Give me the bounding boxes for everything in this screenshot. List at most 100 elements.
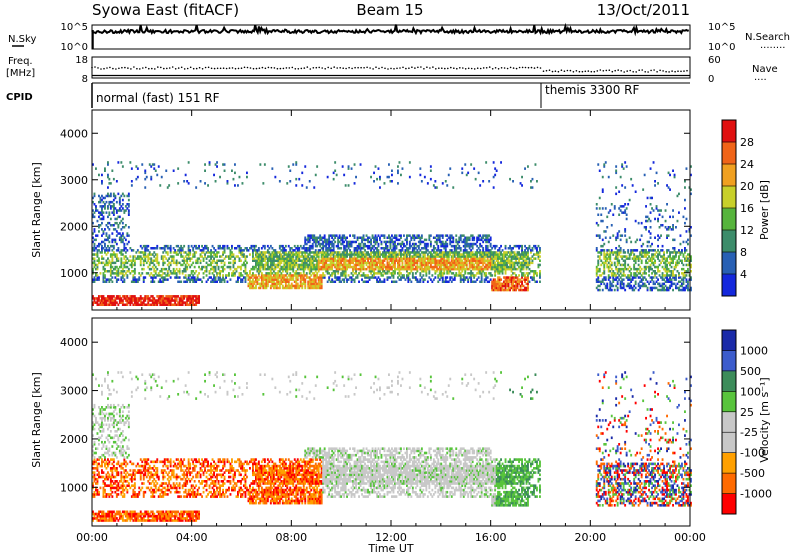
power-cell xyxy=(112,207,115,210)
power-cell xyxy=(374,259,377,262)
power-cell xyxy=(204,244,206,248)
power-cell xyxy=(352,270,354,273)
power-cell xyxy=(531,186,534,189)
power-cell xyxy=(524,167,526,170)
power-cell xyxy=(361,236,363,239)
power-cell xyxy=(356,263,359,267)
power-cell xyxy=(165,244,168,248)
power-cell xyxy=(117,247,120,250)
power-cell xyxy=(400,267,402,271)
nave-dot xyxy=(450,66,452,69)
power-cell xyxy=(111,276,114,279)
power-cell xyxy=(423,270,426,273)
power-cell xyxy=(455,253,458,256)
power-cell xyxy=(277,276,280,279)
power-cell xyxy=(151,276,154,279)
power-cell xyxy=(272,284,275,288)
power-cell xyxy=(525,272,528,275)
power-cell xyxy=(275,255,278,258)
power-cell xyxy=(507,284,510,288)
power-cell xyxy=(180,303,183,306)
power-cell xyxy=(195,297,198,300)
power-cell xyxy=(419,255,422,258)
power-cell xyxy=(286,182,289,185)
power-cell xyxy=(183,270,186,273)
power-cell xyxy=(302,257,305,260)
power-cell xyxy=(178,249,181,252)
power-cell xyxy=(618,253,621,256)
power-cell xyxy=(144,171,147,175)
power-cell xyxy=(376,272,378,275)
power-cell xyxy=(144,297,147,300)
power-cell xyxy=(211,267,214,271)
power-cell xyxy=(98,299,100,302)
power-cell xyxy=(352,240,354,244)
power-cell xyxy=(494,173,497,177)
power-cell xyxy=(498,253,501,256)
power-cell xyxy=(464,261,467,265)
power-cell xyxy=(193,265,196,269)
power-cell xyxy=(289,265,292,269)
power-cell xyxy=(320,265,323,269)
power-cell xyxy=(449,265,452,269)
power-cell xyxy=(416,259,419,262)
power-cell xyxy=(287,244,290,248)
power-cell xyxy=(534,253,537,256)
power-cell xyxy=(325,257,328,260)
nave-dot xyxy=(578,70,581,73)
power-cell xyxy=(429,240,432,244)
power-cell xyxy=(527,282,529,286)
power-cell xyxy=(441,236,444,239)
power-cell xyxy=(111,301,114,304)
power-cell xyxy=(323,240,326,244)
power-cell xyxy=(449,249,452,252)
power-cell xyxy=(319,280,322,283)
power-cell xyxy=(423,259,426,262)
nave-dot xyxy=(656,71,658,73)
power-cell xyxy=(340,272,343,275)
power-cell xyxy=(355,259,357,262)
power-cell xyxy=(229,251,232,254)
power-cell xyxy=(340,274,343,277)
power-cell xyxy=(485,238,488,242)
nave-dot xyxy=(168,67,171,69)
power-cell xyxy=(289,169,292,172)
power-cell xyxy=(358,259,360,262)
power-cell xyxy=(295,274,298,277)
power-cell xyxy=(519,253,522,256)
power-cell xyxy=(461,274,464,277)
power-cell xyxy=(196,297,199,300)
power-cell xyxy=(507,278,510,281)
power-cell xyxy=(426,280,429,283)
power-cell xyxy=(163,276,166,279)
power-cell xyxy=(244,247,247,250)
power-cell xyxy=(277,286,280,290)
power-cell xyxy=(346,265,348,269)
power-cell xyxy=(187,244,190,248)
power-cell xyxy=(178,301,181,304)
power-cell xyxy=(307,265,310,269)
power-cell xyxy=(157,274,160,277)
power-cell xyxy=(133,303,136,306)
power-cell xyxy=(289,255,292,258)
power-cell xyxy=(515,253,517,256)
power-cell xyxy=(298,272,301,275)
power-cell xyxy=(147,299,150,302)
power-cell xyxy=(441,261,444,265)
power-cell xyxy=(497,255,499,258)
power-cell xyxy=(391,253,393,256)
power-cell xyxy=(398,257,401,260)
power-cell xyxy=(266,276,269,279)
power-cell xyxy=(126,194,129,198)
nave-dot xyxy=(530,66,533,69)
power-cell xyxy=(371,270,374,273)
power-cell xyxy=(470,259,473,262)
power-cell xyxy=(489,257,492,260)
power-cell xyxy=(521,276,523,279)
power-cell xyxy=(299,267,302,271)
power-cell xyxy=(290,286,293,290)
power-cell xyxy=(139,301,142,304)
power-cell xyxy=(343,249,346,252)
power-cell xyxy=(284,267,287,271)
power-cell xyxy=(444,249,447,252)
